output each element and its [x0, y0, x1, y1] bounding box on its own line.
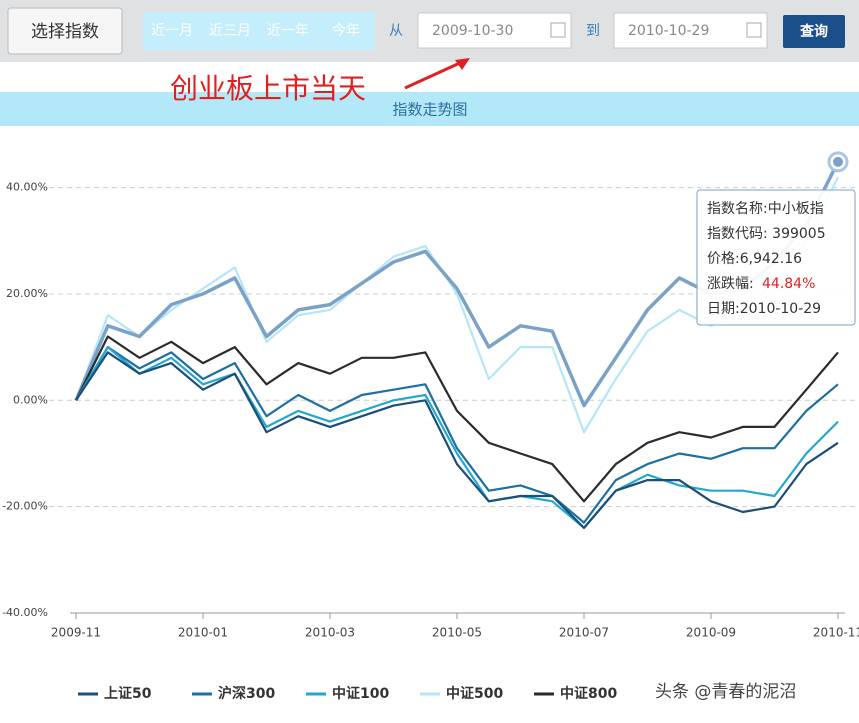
from-date[interactable]: 2009-10-30 — [432, 23, 513, 39]
chart-title-bar — [0, 92, 859, 126]
calendar-icon[interactable] — [550, 22, 566, 38]
series-line — [75, 335, 839, 503]
y-tick-label: 20.00% — [6, 287, 48, 300]
query-button[interactable] — [783, 15, 845, 48]
range-group — [143, 12, 375, 50]
range-button[interactable]: 近一月 — [151, 23, 193, 39]
watermark: 头条 @青春的泥沼 — [655, 682, 796, 702]
y-tick-label: -20.00% — [2, 500, 48, 513]
range-button[interactable]: 今年 — [332, 23, 360, 39]
tooltip-change: 44.84% — [762, 276, 815, 292]
x-tick-label: 2010-11 — [813, 626, 859, 640]
select-button[interactable] — [7, 7, 123, 55]
tooltip-name: 指数名称:中小板指 — [707, 201, 824, 217]
calendar-icon[interactable] — [746, 22, 762, 38]
range-button[interactable]: 近三月 — [209, 23, 251, 39]
x-tick-label: 2010-07 — [559, 626, 609, 640]
series-line — [75, 346, 839, 529]
x-tick-label: 2010-09 — [686, 626, 736, 640]
to-label: 到 — [586, 23, 600, 39]
x-tick-label: 2010-01 — [178, 626, 228, 640]
annotation-arrow — [404, 60, 463, 90]
tooltip-price: 价格:6,942.16 — [707, 251, 802, 267]
series-line — [75, 351, 839, 529]
tooltip-box — [696, 189, 856, 326]
from-label: 从 — [389, 23, 403, 39]
series-line — [75, 346, 839, 524]
tooltip: 指数名称:中小板指 指数代码: 399005 价格:6,942.16 涨跌幅: … — [696, 189, 856, 326]
range-button[interactable]: 近一年 — [267, 23, 309, 39]
to-input[interactable] — [613, 12, 768, 49]
x-tick-label: 2010-05 — [432, 626, 482, 640]
series-line — [74, 176, 839, 434]
annotation: 创业板上市当天 — [170, 72, 366, 105]
y-tick-label: 0.00% — [13, 393, 48, 406]
query-button-label[interactable]: 查询 — [800, 23, 828, 40]
tooltip-date: 日期:2010-10-29 — [707, 301, 821, 317]
legend-label: 上证50 — [104, 686, 152, 702]
tooltip-change-label: 涨跌幅: — [707, 276, 754, 292]
tooltip-code: 指数代码: 399005 — [707, 226, 826, 242]
chart-title: 指数走势图 — [392, 101, 467, 119]
to-date[interactable]: 2010-10-29 — [628, 23, 709, 39]
legend-label: 沪深300 — [218, 685, 275, 702]
legend-label: 中证100 — [332, 685, 389, 702]
select-button-label[interactable]: 选择指数 — [31, 22, 99, 42]
hover-point — [833, 156, 843, 167]
x-tick-label: 2009-11 — [51, 626, 101, 640]
annotation-arrowhead — [455, 58, 470, 70]
y-tick-label: 40.00% — [6, 181, 48, 194]
x-tick-label: 2010-03 — [305, 626, 355, 640]
legend-label: 中证800 — [560, 685, 617, 702]
y-tick-label: -40.00% — [2, 606, 48, 619]
legend-label: 中证500 — [446, 685, 503, 702]
from-input[interactable] — [417, 12, 572, 49]
